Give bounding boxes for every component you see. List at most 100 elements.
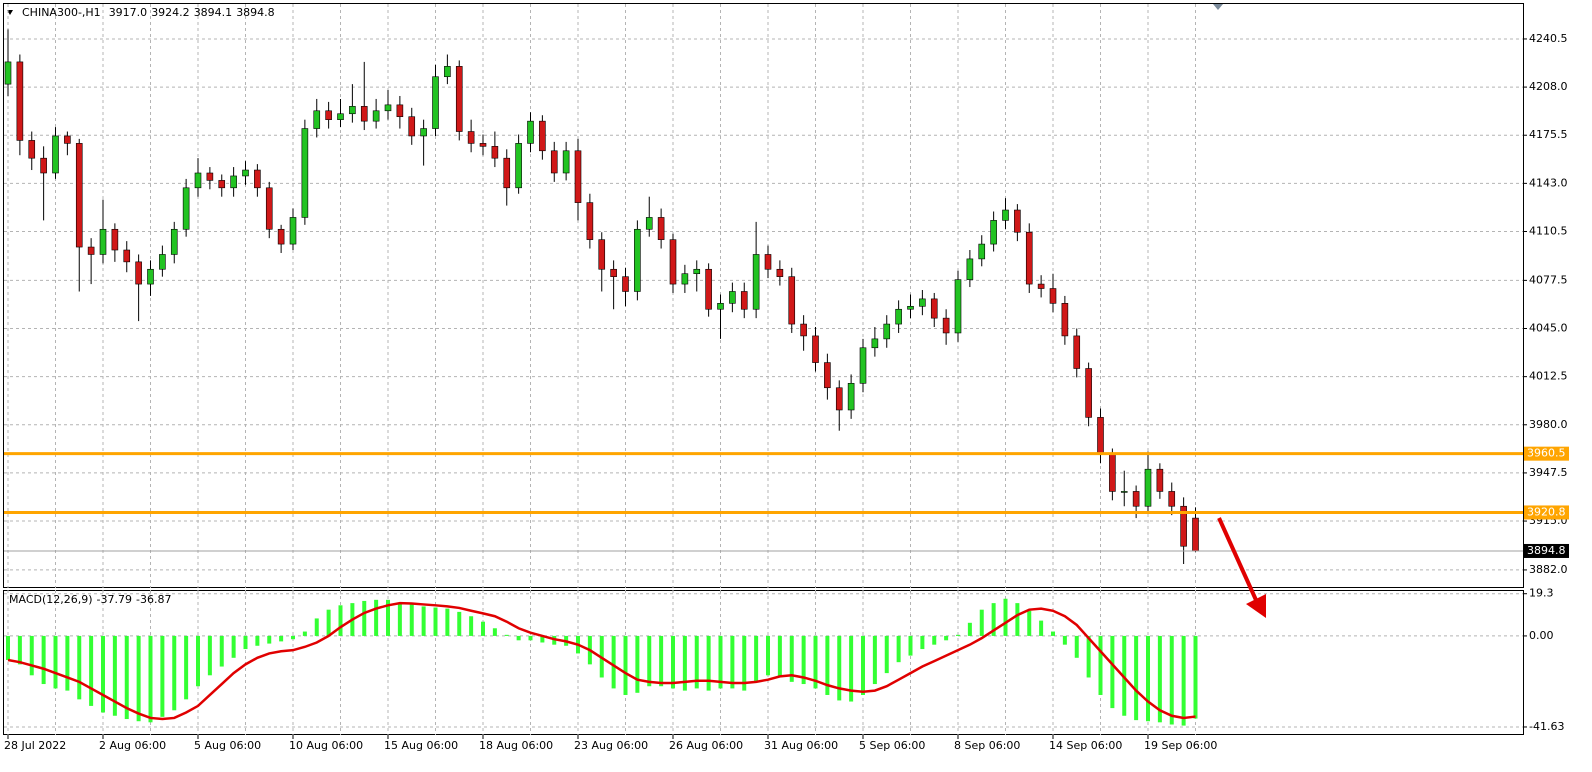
candle-body (265, 187, 273, 230)
candle-body (835, 387, 843, 411)
histogram-bar (1169, 635, 1174, 725)
histogram-bar (872, 635, 877, 685)
histogram-bar (89, 635, 94, 706)
histogram-bar (1157, 635, 1162, 723)
candle-body (479, 143, 487, 147)
symbol: CHINA300-,H1 (22, 6, 101, 19)
candle-body (681, 273, 689, 285)
histogram-bar (160, 635, 165, 717)
candle-body (159, 254, 166, 270)
candle-body (1132, 491, 1140, 507)
histogram-bar (1003, 598, 1008, 636)
candle-body (966, 258, 974, 280)
histogram-bar (944, 635, 949, 641)
x-tick-label: 5 Sep 06:00 (859, 739, 925, 752)
histogram-bar (789, 635, 794, 682)
indicator-value: -36.87 (136, 593, 171, 606)
candle-body (562, 150, 570, 174)
histogram-bar (184, 635, 189, 700)
histogram-bar (801, 635, 806, 685)
histogram-bar (172, 635, 177, 711)
candle-body (1120, 491, 1128, 493)
histogram-bar (397, 603, 402, 636)
candle-body (182, 187, 190, 230)
histogram-bar (279, 635, 284, 642)
x-tick-label: 28 Jul 2022 (4, 739, 66, 752)
indicator-name: MACD(12,26,9) (9, 593, 93, 606)
ohlc-value: 3894.8 (236, 6, 275, 19)
candle-body (586, 202, 594, 240)
candle-body (455, 66, 463, 132)
candle-body (170, 228, 178, 255)
candle-body (740, 291, 748, 310)
candle-body (800, 323, 807, 337)
histogram-bar (386, 599, 390, 636)
x-tick-label: 2 Aug 06:00 (99, 739, 166, 752)
candle-body (123, 249, 131, 263)
histogram-bar (718, 635, 723, 689)
candle-body (277, 228, 285, 245)
histogram-bar (1181, 635, 1186, 726)
histogram-bar (861, 635, 865, 695)
macd-header: MACD(12,26,9) -37.79 -36.87 (9, 593, 171, 606)
candle-body (4, 61, 12, 85)
signal-line (7, 601, 1196, 721)
candle-body (729, 291, 736, 304)
candle-body (135, 261, 142, 285)
indicator-value: -37.79 (97, 593, 132, 606)
candle-body (147, 268, 154, 285)
histogram-bar (991, 603, 996, 636)
candle-body (254, 169, 261, 189)
candle-body (396, 104, 404, 118)
histogram-bar (516, 635, 521, 641)
candle-body (527, 120, 534, 144)
y-tick-label: 4110.5 (1529, 224, 1568, 237)
candle-body (360, 106, 368, 122)
candle-body (420, 128, 427, 137)
histogram-bar (148, 635, 153, 723)
candle-body (1049, 288, 1057, 304)
histogram-bar (29, 635, 34, 676)
histogram-bar (374, 599, 379, 636)
candle-body (503, 157, 511, 189)
candle-body (1109, 454, 1116, 492)
histogram-bar (1015, 603, 1020, 636)
candle-body (824, 362, 831, 389)
candle-body (337, 113, 344, 120)
candle-body (1156, 468, 1164, 492)
candle-body (218, 180, 226, 189)
trend-arrow (1217, 517, 1266, 618)
candle-body (52, 135, 59, 174)
histogram-bar (671, 635, 675, 689)
x-tick-label: 5 Aug 06:00 (194, 739, 261, 752)
candle-body (693, 268, 701, 275)
candle-body (847, 383, 855, 411)
histogram-bar (635, 635, 640, 693)
candle-body (942, 317, 950, 334)
y-tick-label: 4143.0 (1529, 176, 1568, 189)
candle-body (752, 254, 760, 310)
histogram-bar (362, 600, 367, 636)
candle-body (1097, 417, 1104, 455)
x-tick-label: 15 Aug 06:00 (384, 739, 458, 752)
level-label-box (1524, 446, 1569, 461)
candle-body (1085, 368, 1092, 418)
histogram-bar (314, 618, 319, 636)
ohlc-value: 3924.2 (151, 6, 190, 19)
candle-body (610, 268, 617, 277)
histogram-bar (1074, 635, 1079, 658)
histogram-bar (1027, 610, 1032, 636)
candle-body (776, 268, 784, 277)
candle-body (990, 220, 997, 245)
level-label: 3960.5 (1527, 447, 1566, 460)
x-tick-label: 19 Sep 06:00 (1144, 739, 1217, 752)
histogram-bar (754, 635, 759, 682)
histogram-bar (219, 635, 224, 667)
candle-body (111, 228, 119, 251)
candle-body (325, 110, 332, 120)
y-tick-label: 3947.5 (1529, 466, 1568, 479)
candle-body (622, 276, 629, 292)
histogram-bar (124, 635, 129, 720)
candle-body (194, 172, 202, 189)
